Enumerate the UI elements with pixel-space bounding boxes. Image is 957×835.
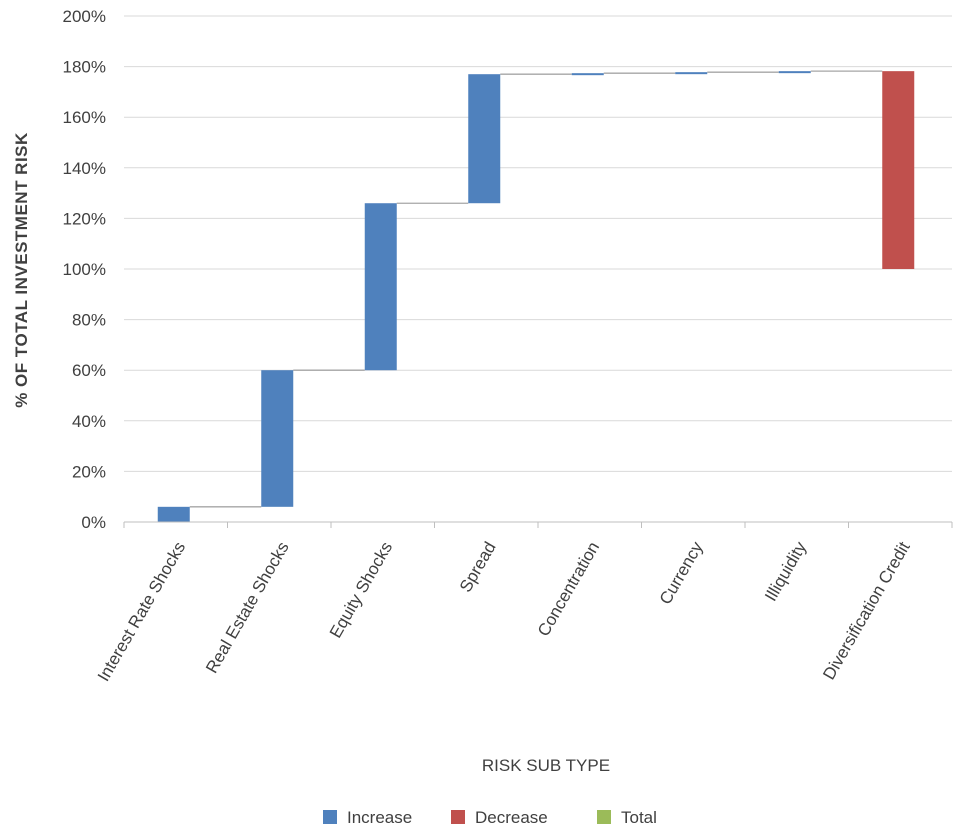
gridlines [124,15,952,472]
x-axis [123,521,953,528]
connector-lines [189,70,883,508]
y-tick-label: 120% [63,209,106,228]
y-tick-label: 20% [72,462,106,481]
y-axis-tick-labels: 0% 20% 40% 60% 80% 100% 120% 140% 160% 180% 200% [63,7,106,532]
waterfall-bar [778,71,811,74]
legend-label: Total [621,808,657,827]
legend-swatch [451,810,465,824]
y-tick-label: 40% [72,412,106,431]
y-tick-label: 200% [63,7,106,26]
bars [157,71,915,522]
y-tick-label: 0% [81,513,106,532]
waterfall-bar [882,71,915,270]
x-category-label: Spread [456,539,500,596]
y-tick-label: 180% [63,58,106,77]
x-category-label: Illiquidity [761,538,810,604]
x-category-label: Real Estate Shocks [202,539,293,677]
waterfall-bar [468,74,501,204]
y-tick-label: 100% [63,260,106,279]
y-tick-label: 60% [72,361,106,380]
waterfall-bar [157,506,190,522]
x-category-label: Concentration [534,539,603,640]
x-axis-category-labels: Interest Rate Shocks Real Estate Shocks Eq… [94,538,914,685]
legend: Increase Decrease Total [323,808,657,827]
x-category-label: Interest Rate Shocks [94,539,189,685]
waterfall-bar [675,72,708,75]
legend-label: Decrease [475,808,548,827]
legend-swatch [597,810,611,824]
x-category-label: Equity Shocks [326,539,396,642]
legend-swatch [323,810,337,824]
y-tick-label: 140% [63,159,106,178]
x-category-label: Currency [656,538,707,608]
x-category-label: Diversification Credit [819,538,914,683]
legend-label: Increase [347,808,412,827]
y-axis-title: % OF TOTAL INVESTMENT RISK [12,132,31,408]
y-tick-label: 80% [72,311,106,330]
x-axis-title: RISK SUB TYPE [482,756,610,775]
waterfall-bar [364,203,397,371]
y-tick-label: 160% [63,108,106,127]
waterfall-bar [571,73,604,76]
waterfall-bar [261,370,294,507]
